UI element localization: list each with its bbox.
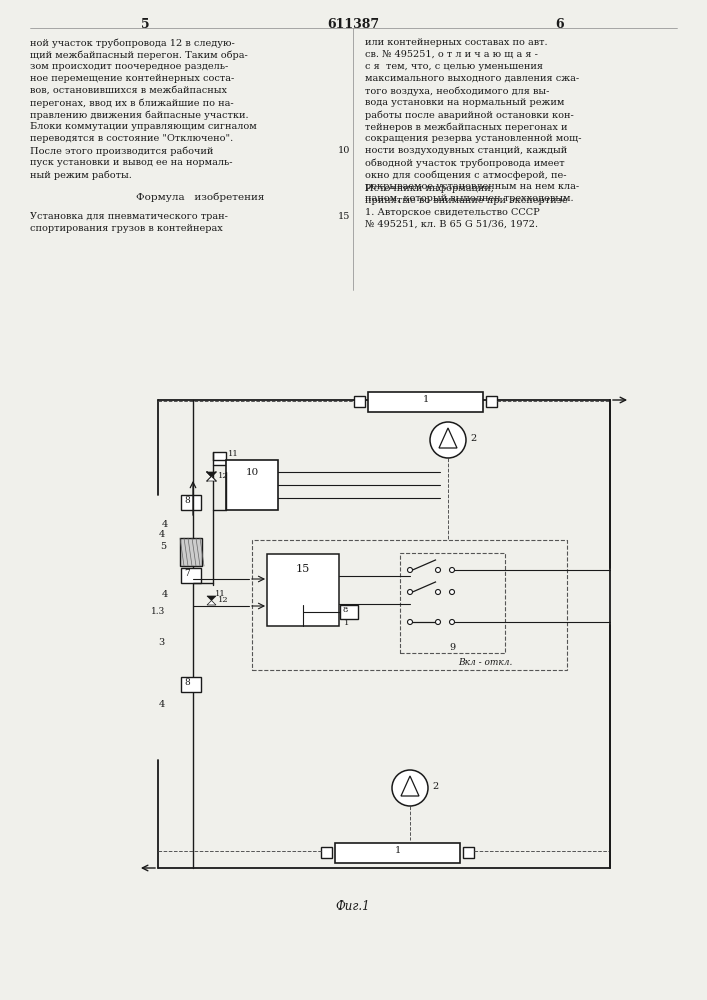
Bar [354, 396, 365, 407]
Text: После этого производится рабочий: После этого производится рабочий [30, 146, 214, 155]
Polygon shape [207, 472, 216, 477]
Text: 3: 3 [159, 638, 165, 647]
Text: вода установки на нормальный режим: вода установки на нормальный режим [365, 98, 564, 107]
Text: 4: 4 [162, 520, 168, 529]
Bar [181, 495, 201, 510]
Text: Блоки коммутации управляющим сигналом: Блоки коммутации управляющим сигналом [30, 122, 257, 131]
Text: вов, остановившихся в межбайпасных: вов, остановившихся в межбайпасных [30, 86, 227, 95]
Circle shape [392, 770, 428, 806]
Text: сокращения резерва установленной мощ-: сокращения резерва установленной мощ- [365, 134, 581, 143]
Bar [486, 396, 497, 407]
Text: работы после аварийной остановки кон-: работы после аварийной остановки кон- [365, 110, 574, 119]
Bar [226, 460, 278, 510]
Bar [340, 605, 358, 619]
Text: 1: 1 [395, 846, 401, 855]
Text: рекрываемое установленным на нем кла-: рекрываемое установленным на нем кла- [365, 182, 579, 191]
Text: ности воздуходувных станций, каждый: ности воздуходувных станций, каждый [365, 146, 567, 155]
Text: тейнеров в межбайпасных перегонах и: тейнеров в межбайпасных перегонах и [365, 122, 568, 131]
Text: Установка для пневматического тран-: Установка для пневматического тран- [30, 212, 228, 221]
Text: Формула   изобретения: Формула изобретения [136, 192, 264, 202]
Circle shape [430, 422, 466, 458]
Text: ный режим работы.: ный режим работы. [30, 170, 132, 180]
Text: спортирования грузов в контейнерах: спортирования грузов в контейнерах [30, 224, 223, 233]
Bar [321, 847, 332, 858]
Text: 7: 7 [184, 569, 189, 578]
Text: 8: 8 [184, 496, 189, 505]
Bar [463, 847, 474, 858]
Text: Фиг.1: Фиг.1 [336, 900, 370, 913]
Text: щий межбайпасный перегон. Таким обра-: щий межбайпасный перегон. Таким обра- [30, 50, 247, 60]
Bar [267, 554, 339, 626]
Bar [368, 392, 483, 412]
Text: принятые во внимание при экспертизе: принятые во внимание при экспертизе [365, 196, 568, 205]
Text: № 495251, кл. В 65 G 51/36, 1972.: № 495251, кл. В 65 G 51/36, 1972. [365, 220, 538, 229]
Text: обводной участок трубопровода имеет: обводной участок трубопровода имеет [365, 158, 565, 167]
Text: 10: 10 [245, 468, 259, 477]
Text: Вкл - откл.: Вкл - откл. [458, 658, 513, 667]
Text: 12: 12 [218, 596, 228, 604]
Text: 1: 1 [344, 619, 349, 627]
Text: пуск установки и вывод ее на нормаль-: пуск установки и вывод ее на нормаль- [30, 158, 233, 167]
Text: 611387: 611387 [327, 18, 379, 31]
Bar [335, 843, 460, 863]
Text: 1: 1 [422, 395, 428, 404]
Text: того воздуха, необходимого для вы-: того воздуха, необходимого для вы- [365, 86, 549, 96]
Circle shape [407, 619, 412, 624]
Text: ной участок трубопровода 12 в следую-: ной участок трубопровода 12 в следую- [30, 38, 235, 47]
Bar [400, 553, 505, 653]
Text: св. № 495251, о т л и ч а ю щ а я -: св. № 495251, о т л и ч а ю щ а я - [365, 50, 538, 59]
Circle shape [450, 568, 455, 572]
Text: 2: 2 [432, 782, 438, 791]
Text: 4: 4 [159, 700, 165, 709]
Bar [181, 568, 201, 583]
Text: 1.3: 1.3 [151, 607, 165, 616]
Text: 8: 8 [343, 606, 349, 614]
Text: 5: 5 [141, 18, 149, 31]
Text: 11: 11 [228, 450, 239, 458]
Text: 4: 4 [162, 590, 168, 599]
Text: 4: 4 [159, 530, 165, 539]
Bar [252, 540, 567, 670]
Bar [213, 452, 226, 465]
Circle shape [407, 568, 412, 572]
Text: переводятся в состояние "Отключено".: переводятся в состояние "Отключено". [30, 134, 233, 143]
Text: 5: 5 [160, 542, 166, 551]
Text: ное перемещение контейнерных соста-: ное перемещение контейнерных соста- [30, 74, 234, 83]
Text: паном, который выполнен трехходовым.: паном, который выполнен трехходовым. [365, 194, 573, 203]
Text: правлению движения байпасные участки.: правлению движения байпасные участки. [30, 110, 249, 119]
Polygon shape [207, 600, 216, 605]
Text: 15: 15 [296, 564, 310, 574]
Text: Источники информации,: Источники информации, [365, 184, 494, 193]
Text: 12: 12 [218, 472, 228, 480]
Text: 2: 2 [470, 434, 477, 443]
Circle shape [407, 589, 412, 594]
Bar [180, 538, 202, 566]
Text: 9: 9 [450, 643, 455, 652]
Text: с я  тем, что, с целью уменьшения: с я тем, что, с целью уменьшения [365, 62, 543, 71]
Circle shape [436, 589, 440, 594]
Text: или контейнерных составах по авт.: или контейнерных составах по авт. [365, 38, 548, 47]
Circle shape [436, 568, 440, 572]
Text: 10: 10 [338, 146, 350, 155]
Text: максимального выходного давления сжа-: максимального выходного давления сжа- [365, 74, 579, 83]
Text: перегонах, ввод их в ближайшие по на-: перегонах, ввод их в ближайшие по на- [30, 98, 233, 107]
Text: 1. Авторское свидетельство СССР: 1. Авторское свидетельство СССР [365, 208, 539, 217]
Text: 11: 11 [215, 590, 226, 598]
Text: зом происходит поочередное раздель-: зом происходит поочередное раздель- [30, 62, 228, 71]
Polygon shape [207, 477, 216, 481]
Polygon shape [207, 596, 216, 600]
Text: 8: 8 [184, 678, 189, 687]
Text: 15: 15 [338, 212, 350, 221]
Text: 6: 6 [556, 18, 564, 31]
Circle shape [450, 619, 455, 624]
Text: окно для сообщения с атмосферой, пе-: окно для сообщения с атмосферой, пе- [365, 170, 566, 180]
Circle shape [450, 589, 455, 594]
Bar [181, 677, 201, 692]
Circle shape [436, 619, 440, 624]
